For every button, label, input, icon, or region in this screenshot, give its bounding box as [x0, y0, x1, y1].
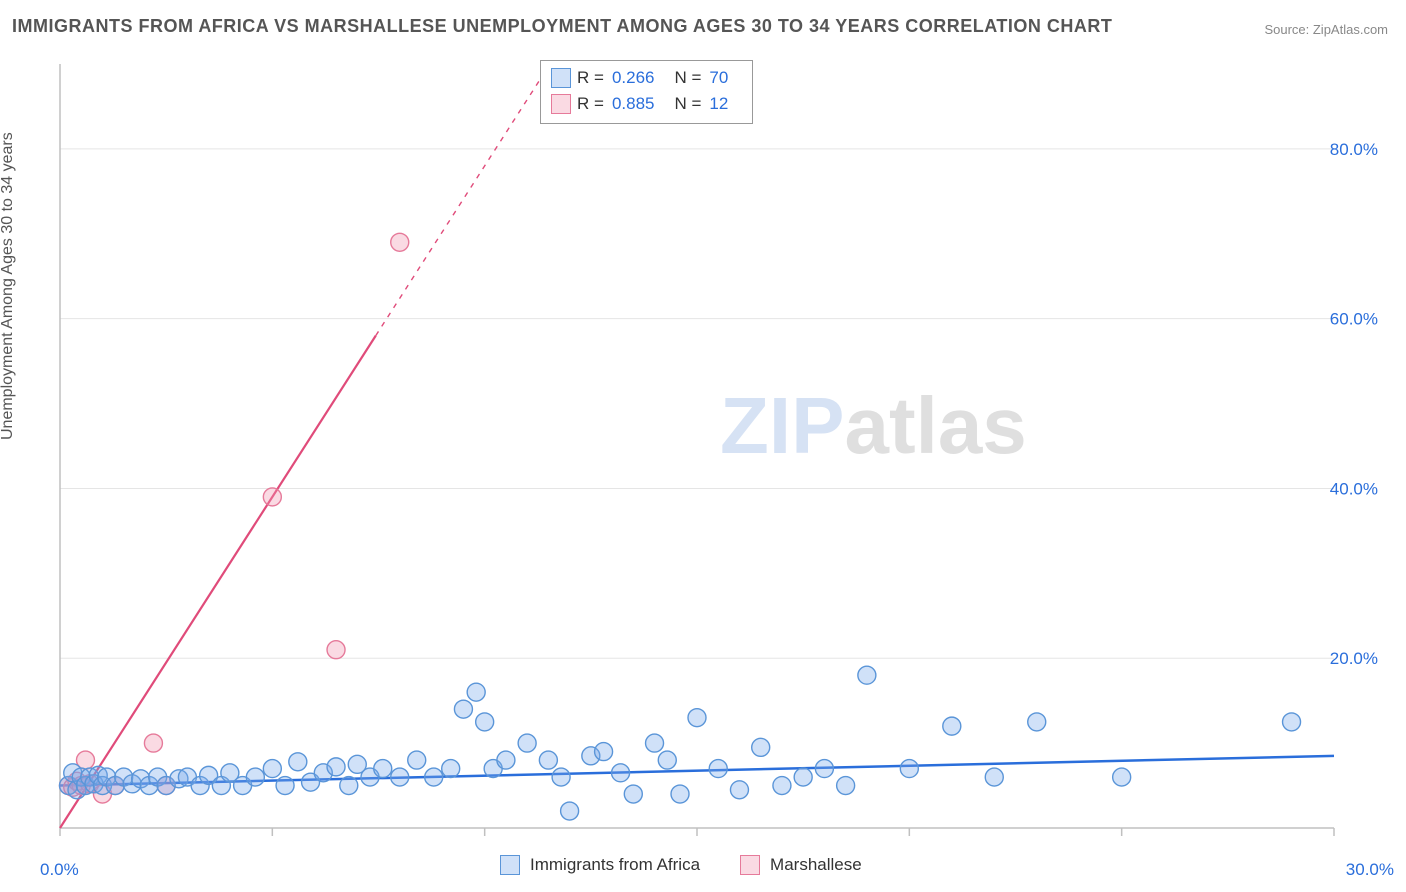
data-point: [425, 768, 443, 786]
y-tick-label: 40.0%: [1330, 479, 1378, 498]
data-point: [327, 641, 345, 659]
data-point: [794, 768, 812, 786]
source-label: Source: ZipAtlas.com: [1264, 22, 1388, 37]
data-point: [561, 802, 579, 820]
data-point: [595, 743, 613, 761]
y-tick-label: 20.0%: [1330, 649, 1378, 668]
data-point: [391, 233, 409, 251]
stats-box: R = 0.266 N = 70 R = 0.885 N = 12: [540, 60, 753, 124]
data-point: [688, 709, 706, 727]
data-point: [442, 760, 460, 778]
data-point: [263, 488, 281, 506]
data-point: [858, 666, 876, 684]
y-axis-label: Unemployment Among Ages 30 to 34 years: [0, 132, 17, 440]
stats-row: R = 0.885 N = 12: [551, 91, 742, 117]
data-point: [730, 781, 748, 799]
data-point: [985, 768, 1003, 786]
data-point: [709, 760, 727, 778]
legend-label: Marshallese: [770, 855, 862, 875]
chart-title: IMMIGRANTS FROM AFRICA VS MARSHALLESE UN…: [12, 16, 1112, 37]
data-point: [658, 751, 676, 769]
data-point: [246, 768, 264, 786]
data-point: [144, 734, 162, 752]
data-point: [467, 683, 485, 701]
x-max-tick-label: 30.0%: [1346, 860, 1394, 880]
data-point: [263, 760, 281, 778]
data-point: [518, 734, 536, 752]
data-point: [539, 751, 557, 769]
data-point: [454, 700, 472, 718]
legend-swatch: [551, 68, 571, 88]
data-point: [340, 777, 358, 795]
data-point: [900, 760, 918, 778]
data-point: [497, 751, 515, 769]
data-point: [752, 738, 770, 756]
y-tick-label: 60.0%: [1330, 310, 1378, 329]
y-tick-label: 80.0%: [1330, 140, 1378, 159]
legend-swatch: [500, 855, 520, 875]
data-point: [391, 768, 409, 786]
data-point: [773, 777, 791, 795]
data-point: [1113, 768, 1131, 786]
bottom-legend: Immigrants from Africa Marshallese: [500, 855, 892, 875]
data-point: [624, 785, 642, 803]
data-point: [1028, 713, 1046, 731]
stats-row: R = 0.266 N = 70: [551, 65, 742, 91]
legend-label: Immigrants from Africa: [530, 855, 700, 875]
data-point: [646, 734, 664, 752]
data-point: [837, 777, 855, 795]
data-point: [1283, 713, 1301, 731]
chart-plot: 20.0% 40.0% 60.0% 80.0%: [52, 56, 1392, 846]
data-point: [612, 764, 630, 782]
data-point: [408, 751, 426, 769]
legend-swatch: [551, 94, 571, 114]
data-point: [552, 768, 570, 786]
data-point: [671, 785, 689, 803]
data-point: [943, 717, 961, 735]
data-point: [289, 753, 307, 771]
data-point: [476, 713, 494, 731]
x-origin-tick-label: 0.0%: [40, 860, 79, 880]
data-point: [374, 760, 392, 778]
data-point: [327, 758, 345, 776]
data-point: [276, 777, 294, 795]
data-point: [815, 760, 833, 778]
legend-swatch: [740, 855, 760, 875]
